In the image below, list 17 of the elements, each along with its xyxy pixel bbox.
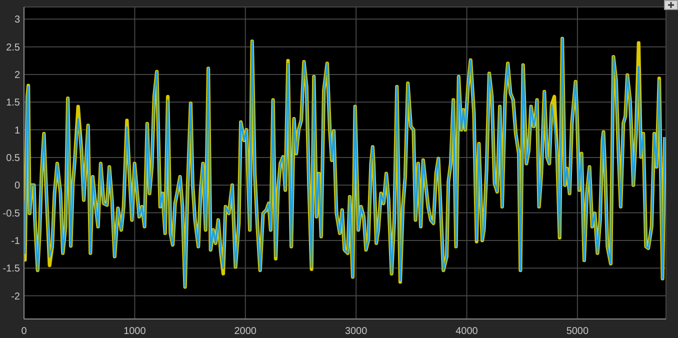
x-tick-label: 1000 xyxy=(124,326,146,338)
y-tick-label: 2 xyxy=(14,70,20,82)
y-tick-label: -1 xyxy=(11,236,20,247)
x-tick-label: 0 xyxy=(21,326,28,338)
y-tick-label: 3 xyxy=(14,14,20,26)
x-tick-label: 2000 xyxy=(234,326,257,338)
y-tick-label: 1 xyxy=(14,125,20,136)
y-tick-label: 1.5 xyxy=(6,98,20,109)
y-tick-label: 0 xyxy=(14,180,20,192)
y-tick-label: -2 xyxy=(11,291,20,302)
x-tick-label: 3000 xyxy=(344,326,368,338)
y-tick-label: 0.5 xyxy=(6,153,20,164)
x-tick-label: 5000 xyxy=(566,326,590,338)
x-tick-label: 4000 xyxy=(456,326,478,338)
y-tick-label: -1.5 xyxy=(2,264,20,275)
y-tick-label: -0.5 xyxy=(2,208,20,220)
y-tick-label: 2.5 xyxy=(6,42,20,54)
